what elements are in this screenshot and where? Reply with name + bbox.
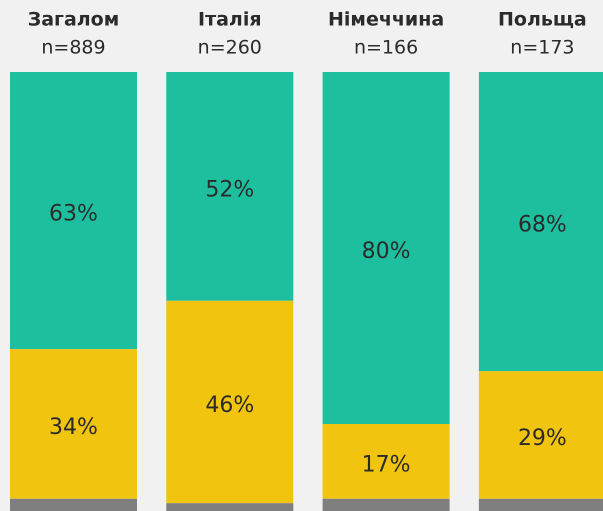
- value-label: 68%: [518, 213, 567, 238]
- bar-segment: [166, 300, 294, 504]
- sample-size: n=260: [198, 37, 262, 59]
- bar-segment: [478, 72, 603, 372]
- value-label: 80%: [362, 239, 411, 264]
- bar-segment: [166, 503, 294, 511]
- value-label: 46%: [205, 393, 254, 418]
- bar-segment: [478, 498, 603, 511]
- bar-segment: [166, 72, 294, 301]
- bar-segment: [322, 72, 450, 424]
- value-label: 29%: [518, 426, 567, 451]
- bar-segment: [322, 498, 450, 511]
- value-label: 52%: [205, 177, 254, 202]
- value-label: 17%: [362, 452, 411, 477]
- bar-segment: [322, 424, 450, 499]
- bar-segment: [10, 349, 137, 499]
- bar-segment: [10, 498, 137, 511]
- sample-size: n=166: [354, 37, 418, 59]
- value-label: 63%: [49, 202, 98, 227]
- category-label: Загалом: [28, 9, 120, 31]
- bar-segment: [10, 72, 137, 350]
- sample-size: n=173: [510, 37, 574, 59]
- category-label: Німеччина: [328, 9, 444, 31]
- category-label: Польща: [498, 9, 587, 31]
- bar-segment: [478, 371, 603, 499]
- sample-size: n=889: [41, 37, 105, 59]
- value-label: 34%: [49, 415, 98, 440]
- category-label: Італія: [198, 9, 262, 31]
